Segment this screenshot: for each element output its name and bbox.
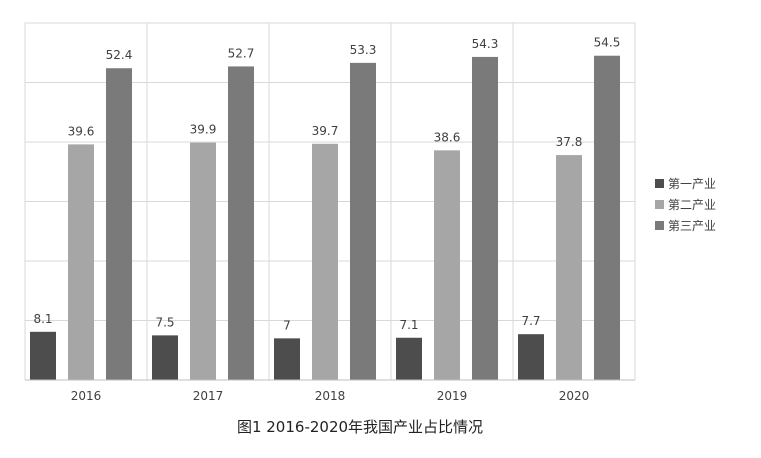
bar <box>312 143 338 380</box>
data-label: 37.8 <box>556 135 583 149</box>
chart-caption: 图1 2016-2020年我国产业占比情况 <box>237 418 483 436</box>
data-label: 39.7 <box>312 124 339 138</box>
bar <box>472 56 498 380</box>
x-tick-label: 2019 <box>437 389 468 403</box>
data-label: 38.6 <box>434 130 461 144</box>
legend-swatch <box>655 221 664 230</box>
data-label: 39.6 <box>68 124 95 138</box>
data-label: 8.1 <box>33 312 52 326</box>
bars <box>30 55 620 381</box>
x-axis: 2016 2017 2018 2019 2020 <box>25 379 635 403</box>
bar <box>152 335 178 380</box>
legend-label: 第二产业 <box>668 198 716 212</box>
data-label: 39.9 <box>190 123 217 137</box>
data-label: 7 <box>283 318 291 332</box>
bar <box>556 155 582 380</box>
x-tick-label: 2018 <box>315 389 346 403</box>
bar <box>594 55 620 380</box>
bar <box>274 338 300 380</box>
data-label: 52.7 <box>228 46 255 60</box>
bar <box>68 144 94 380</box>
bar <box>396 337 422 380</box>
legend-label: 第三产业 <box>668 219 716 233</box>
bar <box>228 66 254 380</box>
data-label: 7.7 <box>521 314 540 328</box>
x-tick-label: 2020 <box>559 389 590 403</box>
bar <box>434 150 460 380</box>
data-label: 52.4 <box>106 48 133 62</box>
data-label: 7.1 <box>399 318 418 332</box>
data-label: 54.5 <box>594 36 621 50</box>
bar <box>518 334 544 380</box>
bar <box>106 68 132 380</box>
legend-swatch <box>655 179 664 188</box>
data-labels: 8.1 7.5 7 7.1 7.7 39.6 39.9 39.7 38.6 37.8 52.4 52.… <box>33 36 620 333</box>
legend-swatch <box>655 200 664 209</box>
data-label: 7.5 <box>155 315 174 329</box>
legend-label: 第一产业 <box>668 177 716 191</box>
x-tick-label: 2016 <box>71 389 102 403</box>
x-tick-label: 2017 <box>193 389 224 403</box>
bar <box>350 62 376 381</box>
bar <box>30 331 56 380</box>
data-label: 53.3 <box>350 43 377 57</box>
bar <box>190 142 216 380</box>
data-label: 54.3 <box>472 37 499 51</box>
